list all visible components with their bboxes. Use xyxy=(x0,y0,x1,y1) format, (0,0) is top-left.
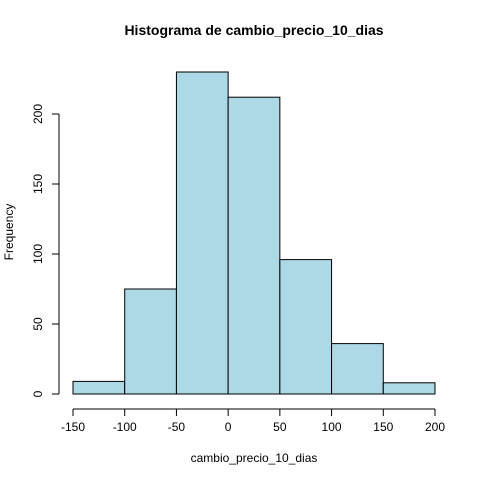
x-tick-label: -50 xyxy=(168,420,186,434)
y-tick-label: 100 xyxy=(31,244,45,264)
y-tick-label: 50 xyxy=(31,317,45,331)
histogram-bar xyxy=(382,382,436,395)
y-axis-label: Frequency xyxy=(2,204,16,261)
x-axis-label: cambio_precio_10_dias xyxy=(191,451,318,465)
histogram-bar xyxy=(124,288,177,395)
y-tick-label: 0 xyxy=(31,390,45,397)
x-tick-label: -150 xyxy=(61,420,85,434)
histogram-bar xyxy=(72,380,126,395)
x-tick-label: 200 xyxy=(425,420,445,434)
x-tick-label: 50 xyxy=(273,420,287,434)
histogram-bar xyxy=(175,71,229,395)
y-tick-label: 200 xyxy=(31,104,45,124)
histogram-bar xyxy=(279,259,333,395)
x-axis: -150 -100 -50 0 50 100 150 200 xyxy=(61,408,445,434)
x-tick-label: 100 xyxy=(322,420,342,434)
y-axis: 0 50 100 150 200 xyxy=(31,104,60,397)
histogram-bars xyxy=(72,71,436,395)
histogram-bar xyxy=(331,343,384,395)
x-tick-label: -100 xyxy=(113,420,137,434)
histogram-bar xyxy=(227,96,281,395)
y-tick-label: 150 xyxy=(31,174,45,194)
x-tick-label: 150 xyxy=(373,420,393,434)
x-tick-label: 0 xyxy=(225,420,232,434)
chart-title: Histograma de cambio_precio_10_dias xyxy=(124,22,383,38)
